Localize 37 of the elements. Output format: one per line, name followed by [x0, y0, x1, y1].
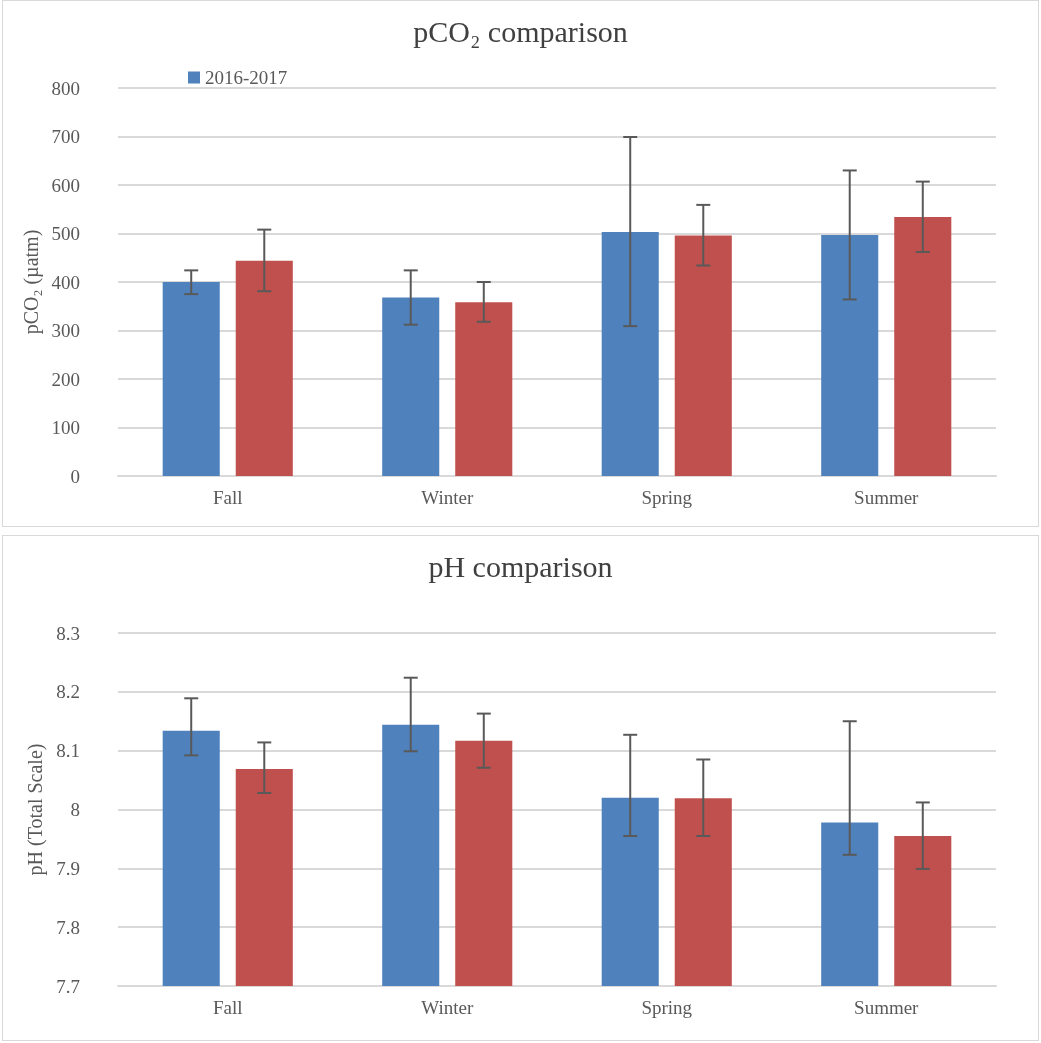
bar [382, 297, 440, 476]
x-tick-label: Fall [212, 487, 243, 508]
y-tick-label: 8 [70, 799, 80, 820]
y-tick-label: 200 [51, 368, 80, 390]
chart-title: pCO₂ comparison [413, 14, 628, 48]
y-tick-label: 600 [51, 174, 80, 196]
y-tick-label: 8.3 [56, 622, 80, 644]
x-tick-label: Summer [854, 997, 920, 1018]
y-tick-label: 300 [51, 320, 80, 341]
bar [235, 260, 293, 476]
x-tick-label: Winter [421, 487, 474, 508]
bar [674, 235, 732, 476]
y-tick-label: 8.1 [56, 740, 80, 762]
bar [894, 217, 952, 476]
bar [821, 234, 879, 476]
y-tick-label: 500 [51, 223, 80, 244]
x-tick-label: Winter [421, 997, 474, 1018]
y-axis-title: pH (Total Scale) [24, 743, 48, 876]
legend-label: 2016-2017 [205, 67, 288, 88]
y-tick-label: 0 [70, 465, 80, 487]
chart-title: pH comparison [428, 549, 613, 583]
y-tick-label: 100 [51, 417, 80, 438]
y-tick-label: 7.9 [56, 857, 80, 879]
x-tick-label: Fall [212, 997, 243, 1018]
y-tick-label: 8.2 [56, 681, 80, 703]
y-tick-label: 7.7 [56, 975, 80, 997]
bar [601, 232, 659, 476]
x-tick-label: Spring [641, 997, 693, 1018]
bar [455, 302, 513, 476]
y-axis-title: pCO₂ (µatm) [19, 229, 43, 335]
x-tick-label: Spring [641, 487, 693, 508]
y-tick-label: 700 [51, 126, 80, 147]
bar [162, 282, 220, 476]
y-tick-label: 400 [51, 271, 80, 293]
x-tick-label: Summer [854, 487, 920, 508]
y-tick-label: 800 [51, 77, 80, 99]
y-tick-label: 7.8 [56, 916, 80, 938]
